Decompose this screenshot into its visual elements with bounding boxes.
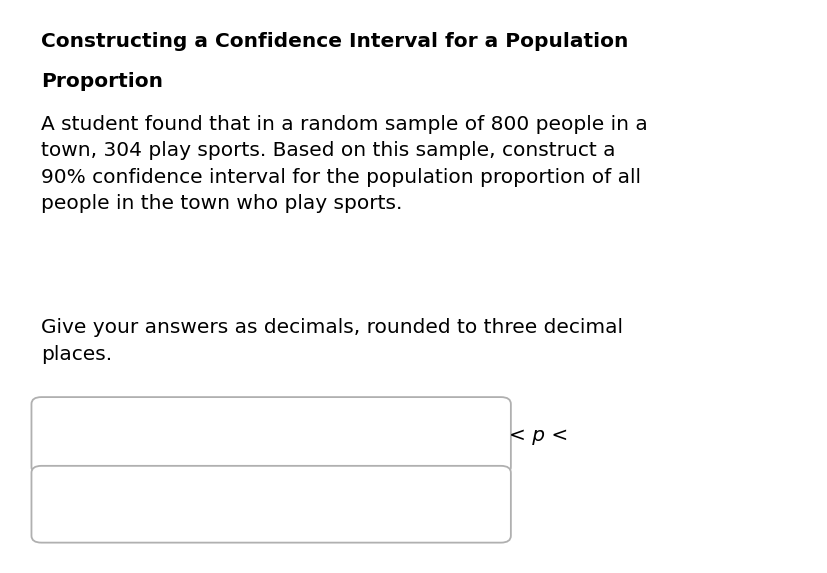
FancyBboxPatch shape bbox=[31, 397, 510, 474]
Text: Constructing a Confidence Interval for a Population: Constructing a Confidence Interval for a… bbox=[41, 32, 628, 50]
FancyBboxPatch shape bbox=[31, 466, 510, 543]
Text: < p <: < p < bbox=[509, 426, 568, 445]
Text: A student found that in a random sample of 800 people in a
town, 304 play sports: A student found that in a random sample … bbox=[41, 115, 648, 213]
Text: Proportion: Proportion bbox=[41, 72, 163, 91]
Text: Give your answers as decimals, rounded to three decimal
places.: Give your answers as decimals, rounded t… bbox=[41, 318, 623, 363]
